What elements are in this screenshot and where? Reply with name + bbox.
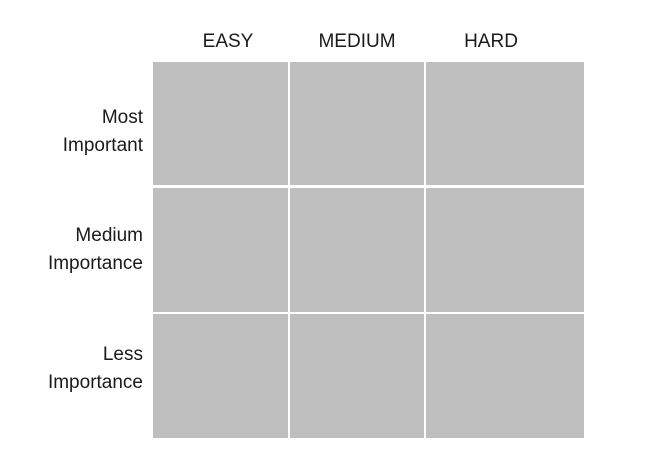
column-header-medium: MEDIUM — [318, 31, 396, 52]
matrix-cell — [426, 314, 584, 438]
matrix-cell — [426, 188, 584, 312]
matrix-cell — [153, 314, 288, 438]
row-header-most-important: Most Important — [3, 104, 143, 160]
row-header-line: Importance — [47, 253, 143, 274]
row-header-line: Less — [102, 344, 143, 365]
matrix-cell — [290, 188, 424, 312]
matrix-cell — [426, 62, 584, 185]
column-header-hard: HARD — [464, 31, 518, 52]
column-header-easy: EASY — [202, 31, 254, 52]
matrix-cell — [290, 314, 424, 438]
matrix-cell — [290, 62, 424, 185]
matrix-grid — [153, 62, 584, 438]
row-header-line: Medium — [75, 225, 143, 246]
row-header-line: Most — [101, 107, 143, 128]
matrix-cell — [153, 62, 288, 185]
row-header-less-importance: Less Importance — [3, 341, 143, 397]
row-header-line: Important — [62, 135, 143, 156]
matrix-cell — [153, 188, 288, 312]
row-header-medium-importance: Medium Importance — [3, 222, 143, 278]
row-header-line: Importance — [47, 372, 143, 393]
